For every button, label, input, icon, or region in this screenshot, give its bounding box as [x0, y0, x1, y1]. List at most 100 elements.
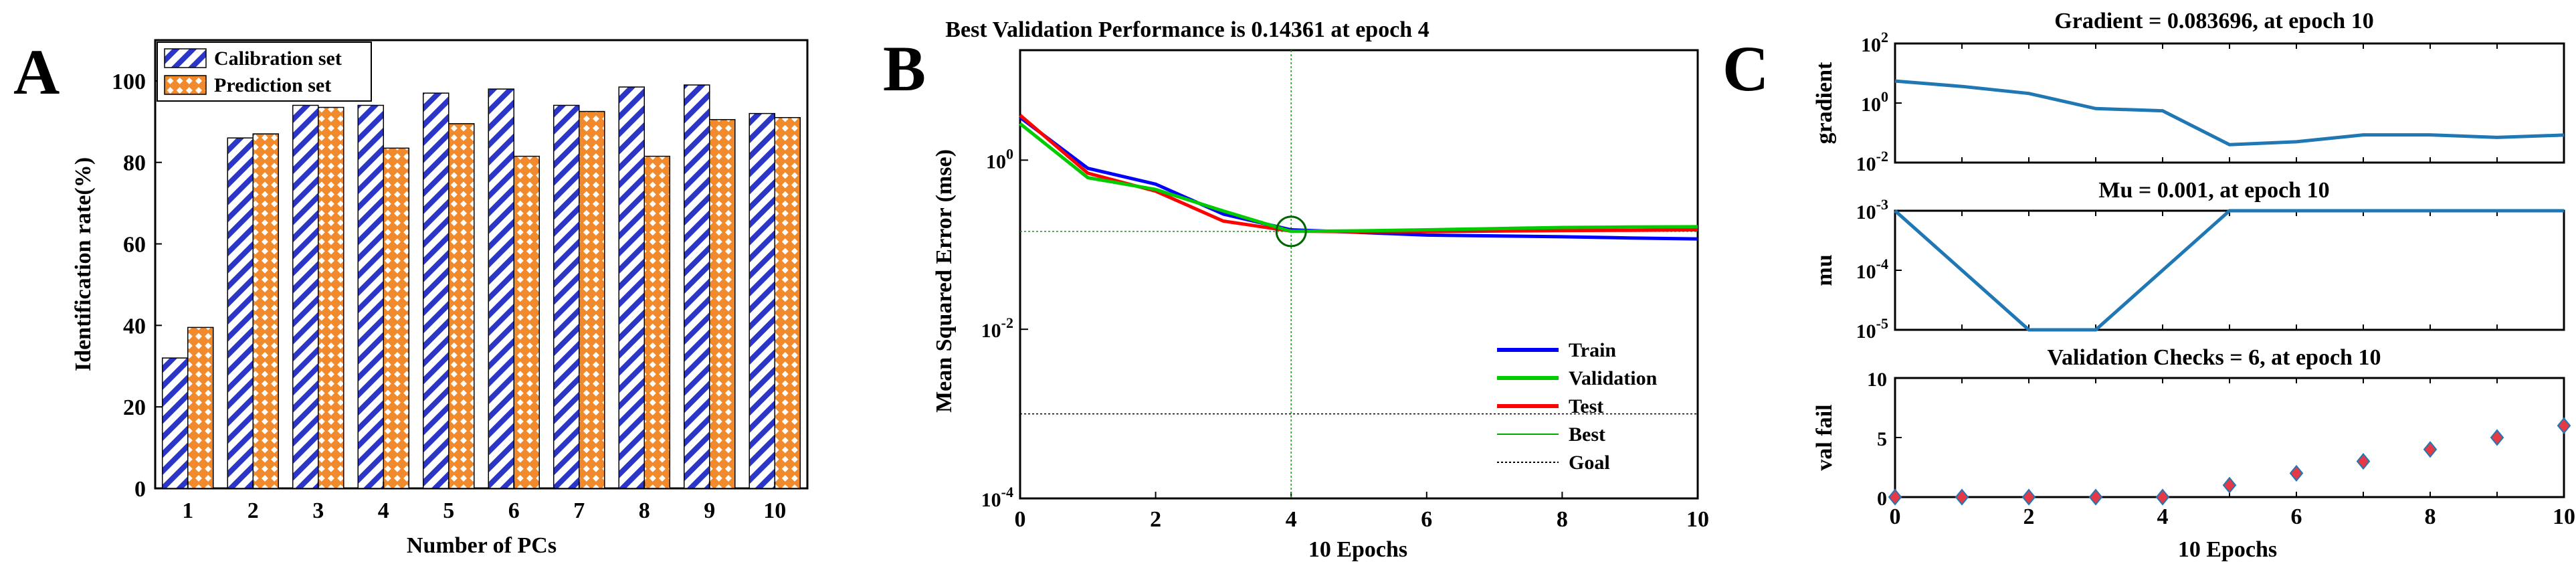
calibration-bar-10: [749, 112, 775, 489]
panel-c-ytick-label: 102: [1861, 29, 1888, 56]
legend-b-goal: Goal: [1569, 452, 1610, 474]
val-fail-marker: [1888, 488, 1902, 506]
panel-c-ytick-label: 10: [1867, 369, 1887, 391]
panel-c-ytick-label: 0: [1877, 488, 1887, 510]
panel-c-ytick-label: 10-4: [1856, 256, 1888, 283]
prediction-bar-2: [252, 133, 280, 489]
panel-b-lines: [1019, 50, 1698, 498]
panel-c-ytick-label: 10-3: [1856, 196, 1888, 223]
panel-c-ytick-label: 10-2: [1856, 148, 1888, 175]
panel-c-gradient-ylabel: gradient: [1812, 62, 1837, 144]
prediction-bar-6: [513, 155, 540, 489]
panel-c-xtick-label: 10: [2553, 504, 2575, 529]
legend-b-test: Test: [1569, 395, 1603, 417]
panel-c-mu-title: Mu = 0.001, at epoch 10: [2098, 178, 2329, 203]
panel-b-ytick-label: 10-2: [981, 314, 1013, 342]
calibration-bar-4: [357, 104, 384, 489]
panel-b-ticks: 0 2 4 6 8 10 10-4 10-2 100: [981, 145, 1709, 532]
val-fail-marker: [1955, 488, 1969, 506]
panel-c-gradient-title: Gradient = 0.083696, at epoch 10: [2054, 9, 2373, 33]
val-fail-marker: [2021, 488, 2036, 506]
calibration-bar-2: [227, 137, 254, 489]
calibration-bar-8: [618, 86, 645, 489]
panel-a-xtick-label: 6: [508, 498, 520, 523]
panel-c-xlabel: 10 Epochs: [2178, 537, 2277, 562]
panel-c-training-state: Gradient = 0.083696, at epoch 10 gradien…: [1812, 9, 2575, 562]
panel-b-label: B: [883, 33, 926, 104]
val-fail-marker: [2088, 488, 2103, 506]
calibration-bar-7: [553, 104, 580, 489]
series-line-test: [1019, 114, 1698, 234]
val-fail-marker: [2356, 453, 2371, 470]
series-line-train: [1019, 116, 1698, 241]
panel-c-xtick-label: 0: [1890, 504, 1901, 529]
prediction-bar-10: [774, 116, 801, 489]
panel-b-ytick-label: 10-4: [981, 484, 1013, 511]
panel-c-label: C: [1722, 33, 1769, 104]
calibration-bar-1: [161, 357, 189, 489]
panel-a-ylabel: Identification rate(%): [71, 157, 96, 371]
panel-b-xtick-label: 8: [1557, 507, 1568, 532]
legend-b-validation: Validation: [1569, 367, 1658, 389]
prediction-bar-7: [579, 110, 605, 489]
panel-a-xtick-label: 2: [247, 498, 259, 523]
panel-c-ytick-label: 5: [1877, 428, 1887, 450]
panel-b-ytick-label: 100: [986, 145, 1013, 173]
val-fail-marker: [2289, 464, 2304, 482]
panel-c-xtick-label: 8: [2425, 504, 2436, 529]
prediction-bar-9: [709, 119, 736, 489]
legend-swatch-calibration: [164, 48, 207, 68]
panel-b-xtick-label: 10: [1686, 507, 1709, 532]
panel-a-xtick-label: 10: [763, 498, 786, 523]
panel-b-xtick-label: 0: [1015, 507, 1026, 532]
panel-b-ylabel: Mean Squared Error (mse): [932, 149, 957, 413]
val-fail-marker: [2490, 429, 2504, 446]
panel-a-label: A: [13, 36, 60, 108]
prediction-bar-3: [318, 106, 344, 489]
panel-c-mu-frame: [1894, 209, 2565, 331]
best-marker: [1275, 215, 1307, 248]
panel-a-xtick-label: 9: [704, 498, 715, 523]
panel-a-ytick-label: 100: [112, 70, 146, 94]
panel-a-xtick-label: 5: [443, 498, 454, 523]
calibration-bar-5: [422, 92, 450, 489]
panel-a-plot-frame: [154, 39, 809, 490]
panel-a-bars: [161, 84, 801, 489]
legend-calibration: Calibration set: [214, 48, 342, 70]
panel-c-xtick-label: 2: [2023, 504, 2035, 529]
panel-c-valfail-title: Validation Checks = 6, at epoch 10: [2048, 345, 2381, 370]
prediction-bar-8: [643, 155, 671, 489]
calibration-bar-3: [292, 104, 319, 489]
panel-b-title: Best Validation Performance is 0.14361 a…: [945, 17, 1429, 42]
panel-a-xtick-label: 1: [182, 498, 193, 523]
panel-b-xtick-label: 2: [1150, 507, 1161, 532]
prediction-bar-1: [187, 326, 214, 489]
calibration-bar-6: [488, 88, 514, 489]
val-fail-marker: [2557, 417, 2571, 434]
panel-a-ytick-label: 40: [123, 314, 146, 339]
panel-c-valfail-ylabel: val fail: [1812, 404, 1837, 470]
calibration-bar-9: [683, 84, 710, 489]
prediction-bar-4: [383, 147, 410, 489]
panel-c-series-line-gradient: [1894, 79, 2565, 147]
panel-a-ytick-label: 0: [134, 477, 146, 502]
panel-a-xtick-label: 8: [639, 498, 650, 523]
val-fail-marker: [2155, 488, 2170, 506]
val-fail-marker: [2222, 476, 2237, 494]
panel-a-xlabel: Number of PCs: [407, 533, 557, 558]
panel-b-xtick-label: 4: [1286, 507, 1297, 532]
panel-b-xtick-label: 6: [1421, 507, 1432, 532]
panel-c-ytick-label: 100: [1861, 88, 1888, 116]
val-fail-marker: [2423, 441, 2438, 458]
panel-c-xtick-label: 4: [2157, 504, 2169, 529]
panel-a-ytick-label: 80: [123, 151, 146, 176]
panel-a-ytick-label: 20: [123, 395, 146, 420]
panel-a-xtick-label: 7: [573, 498, 585, 523]
panel-a-xtick-label: 3: [312, 498, 324, 523]
panel-c-ytick-label: 10-5: [1856, 315, 1888, 343]
panel-b-xlabel: 10 Epochs: [1308, 537, 1407, 562]
